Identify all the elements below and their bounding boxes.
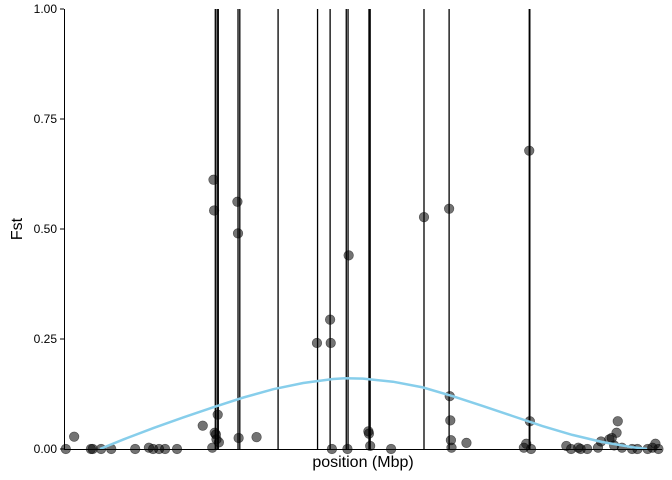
data-point-44 [524,145,535,156]
y-tick-label-4: 1.00 [34,2,58,16]
data-point-15 [208,205,220,216]
data-point-23 [233,432,244,444]
data-point-57 [611,427,622,438]
data-point-12 [197,420,208,431]
data-point-26 [325,314,336,325]
data-point-22 [232,228,244,239]
y-tick-label-1: 0.25 [34,332,58,346]
data-point-36 [444,203,455,214]
data-point-24 [251,432,262,443]
data-point-32 [363,428,375,439]
y-tick-label-0: 0.00 [34,442,58,456]
smooth-curve [99,376,648,451]
data-points [60,145,664,455]
data-point-30 [343,250,354,261]
data-point-25 [311,337,323,349]
data-point-35 [418,212,430,223]
data-point-20 [213,437,224,448]
x-axis-title: position (Mbp) [312,454,413,471]
data-point-33 [365,440,376,452]
axes [64,9,662,450]
data-point-38 [445,415,456,426]
y-axis-ticks: 0.00 0.25 0.50 0.75 1.00 [34,2,64,456]
data-point-1 [69,431,80,442]
data-point-27 [325,337,336,349]
data-point-40 [446,442,457,453]
y-tick-label-2: 0.50 [34,222,58,236]
data-point-19 [212,409,223,420]
vertical-reference-lines [214,9,531,449]
y-axis-title: Fst [9,217,26,240]
y-tick-label-3: 0.75 [34,112,58,126]
data-point-41 [461,437,472,448]
data-point-14 [208,174,219,185]
data-point-58 [612,416,623,427]
data-point-21 [232,196,243,207]
